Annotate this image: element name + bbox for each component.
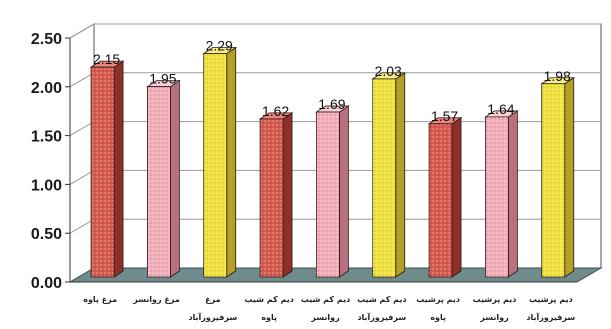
x-tick-label: دیم کم شیب (357, 295, 406, 304)
bar-side (113, 60, 124, 278)
data-label: 1.57 (431, 108, 458, 124)
data-label: 2.15 (93, 51, 120, 67)
bar-texture (429, 123, 453, 277)
bar-side (338, 105, 349, 278)
bar-side (451, 117, 462, 278)
data-label: 1.69 (318, 96, 345, 112)
bar-texture (147, 86, 171, 278)
bar-side (564, 77, 575, 278)
y-axis: 0.00 0.50 1.00 1.50 2.00 2.50 (31, 31, 71, 292)
bar-group: 1.57 (427, 108, 463, 278)
x-tick-label: سرفیروزآباد (357, 312, 406, 322)
bars: 2.15 1.95 2.29 1.62 1.69 2.03 1.57 1.64 1.98 (89, 37, 576, 278)
data-label: 1.98 (544, 68, 571, 84)
bar-side (395, 72, 406, 278)
bar-texture (316, 112, 340, 277)
bar-side (226, 46, 237, 278)
x-tick-label: دیم پرشیب (473, 295, 517, 304)
data-label: 1.62 (262, 103, 289, 119)
bar-texture (541, 83, 565, 277)
bar-group: 1.64 (484, 101, 519, 278)
bar-texture (485, 116, 509, 277)
x-tick-label: روانسر (310, 313, 340, 322)
bar-side (507, 110, 518, 278)
x-tick-label: سرفیروزآباد (188, 312, 237, 322)
bar-side (282, 112, 293, 278)
x-tick-label: دیم کم شیب (244, 295, 293, 304)
x-tick-label: پاوه (261, 313, 277, 322)
bar-texture (372, 78, 396, 277)
x-tick-label: روانسر (479, 313, 509, 322)
y-tick-label: 2.50 (31, 31, 62, 48)
x-tick-label: سرفیروزآباد (526, 312, 575, 322)
data-label: 1.95 (149, 71, 176, 87)
x-tick-label: مرغ (205, 295, 220, 304)
data-label: 1.64 (487, 101, 514, 117)
bar-texture (203, 53, 227, 277)
data-label: 2.03 (375, 63, 402, 79)
x-tick-label: دیم پرشیب (416, 295, 460, 304)
bar-group: 1.98 (540, 68, 576, 278)
y-tick-label: 1.50 (31, 129, 62, 146)
y-tick-label: 1.00 (31, 177, 62, 194)
gridline (69, 23, 601, 39)
x-tick-label: دیم کم شیب (301, 295, 350, 304)
x-tick-label: پاوه (430, 313, 446, 322)
x-axis: مرغ پاوه مرغ روانسر مرغ سرفیروزآباد دیم کم ش… (70, 281, 577, 322)
y-tick-label: 0.50 (31, 226, 62, 243)
y-tick-label: 0.00 (31, 275, 62, 292)
x-tick-label: مرغ پاوه (83, 295, 117, 304)
y-tick-label: 2.00 (31, 80, 62, 97)
bar-texture (260, 118, 284, 277)
bar-group: 1.95 (146, 71, 181, 278)
x-tick-label: دیم پرشیب (529, 295, 573, 304)
bar-group: 1.69 (315, 96, 350, 278)
bar-group: 1.62 (258, 103, 294, 278)
data-label: 2.29 (206, 37, 233, 53)
bar-side (169, 79, 180, 278)
bar-group: 2.03 (371, 63, 407, 278)
bar-texture (91, 67, 115, 277)
bar-group: 2.15 (89, 51, 125, 278)
x-tick-label: مرغ روانسر (132, 295, 180, 304)
side-wall (69, 23, 95, 283)
bar-group: 2.29 (202, 37, 238, 278)
